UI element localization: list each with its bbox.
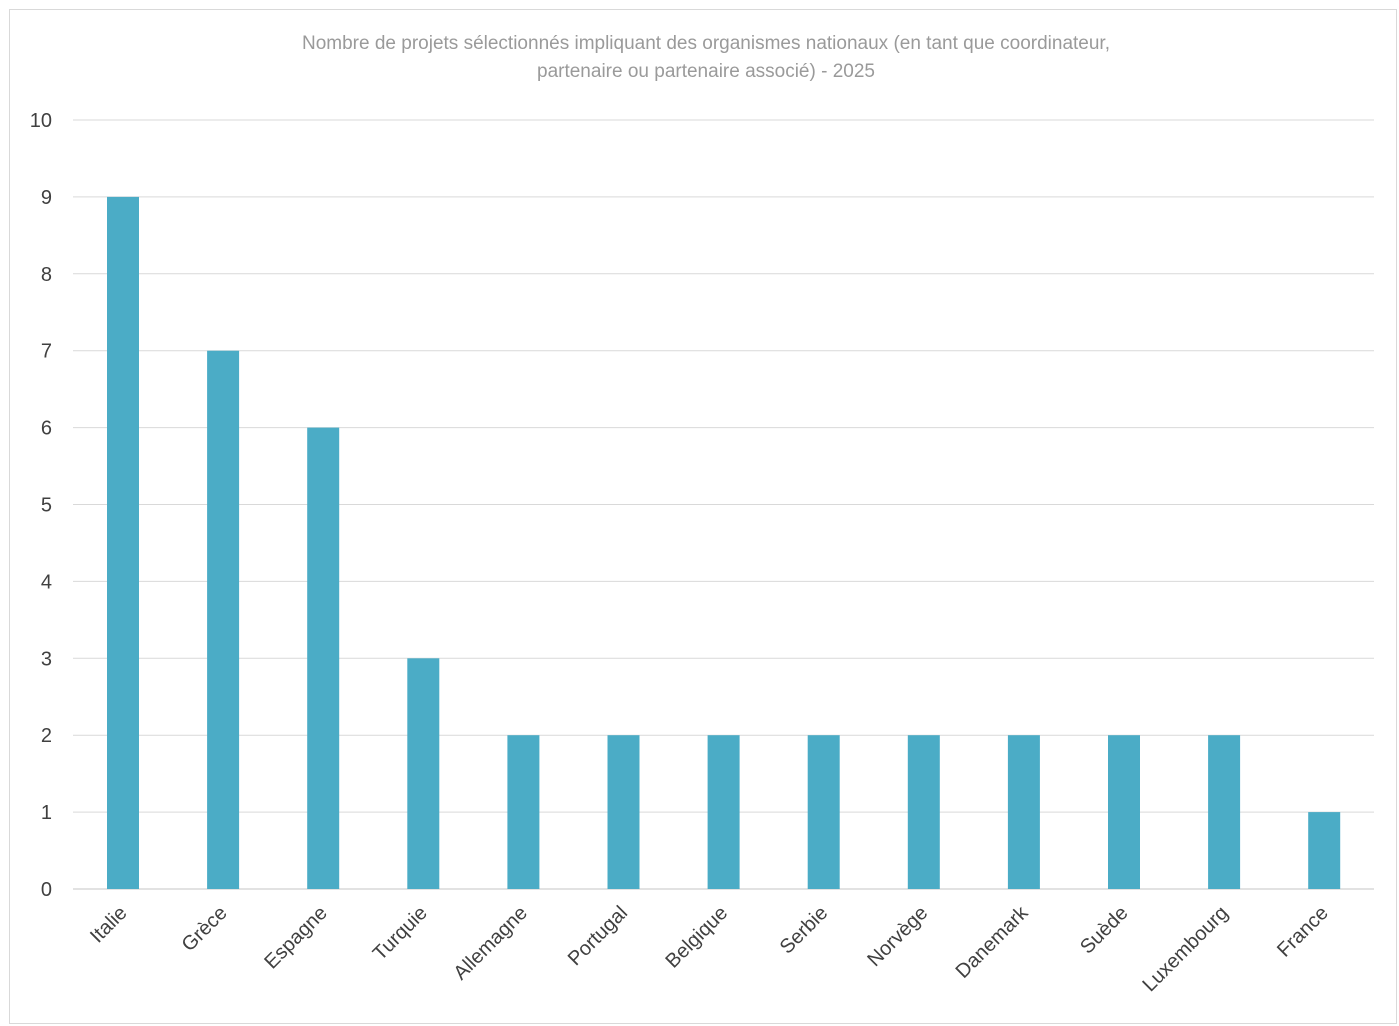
- chart-title-line-1: Nombre de projets sélectionnés impliquan…: [302, 33, 1110, 54]
- x-tick-label: Luxembourg: [1138, 902, 1232, 996]
- x-tick-label: Allemagne: [450, 902, 532, 984]
- x-tick-label: Turquie: [369, 902, 432, 965]
- x-tick-label: Belgique: [662, 902, 733, 973]
- y-axis-ticks: 0 1 2 3 4 5 6 7 8 9 10: [30, 110, 52, 901]
- bar-belgique: [707, 735, 740, 889]
- y-tick-label: 9: [41, 187, 52, 209]
- y-tick-label: 8: [41, 264, 52, 286]
- y-tick-label: 7: [41, 341, 52, 363]
- x-tick-label: Norvège: [863, 902, 932, 971]
- x-axis-labels: Italie Grèce Espagne Turquie Allemagne Portug…: [86, 901, 1333, 996]
- bar-danemark: [1007, 735, 1040, 889]
- bar-france: [1308, 812, 1341, 889]
- x-tick-label: Espagne: [260, 902, 331, 973]
- y-tick-label: 1: [41, 802, 52, 824]
- x-tick-label: Suède: [1076, 902, 1132, 958]
- bar-norvège: [907, 735, 940, 889]
- bars: [107, 196, 1341, 889]
- x-tick-label: Danemark: [952, 901, 1033, 982]
- x-tick-label: Grèce: [178, 902, 232, 956]
- bar-suède: [1108, 735, 1140, 889]
- bar-grèce: [207, 350, 240, 889]
- chart-frame: [9, 9, 1397, 1024]
- y-tick-label: 5: [41, 495, 52, 517]
- y-tick-label: 0: [41, 879, 52, 901]
- bar-allemagne: [507, 735, 540, 889]
- chart-title-line-2: partenaire ou partenaire associé) - 2025: [537, 61, 875, 82]
- bar-espagne: [307, 427, 340, 889]
- bar-luxembourg: [1208, 735, 1241, 889]
- bar-italie: [107, 196, 139, 889]
- y-tick-label: 10: [30, 110, 52, 132]
- bar-serbie: [807, 735, 840, 889]
- chart-title: Nombre de projets sélectionnés impliquan…: [0, 30, 1399, 86]
- y-tick-label: 6: [41, 418, 52, 440]
- y-tick-label: 2: [41, 725, 52, 747]
- x-tick-label: Portugal: [564, 902, 632, 970]
- x-tick-label: Italie: [86, 902, 131, 947]
- bar-turquie: [407, 658, 440, 889]
- x-tick-label: Serbie: [776, 902, 832, 958]
- bar-portugal: [607, 735, 640, 889]
- y-tick-label: 4: [41, 571, 52, 593]
- x-tick-label: France: [1273, 902, 1333, 962]
- y-tick-label: 3: [41, 648, 52, 670]
